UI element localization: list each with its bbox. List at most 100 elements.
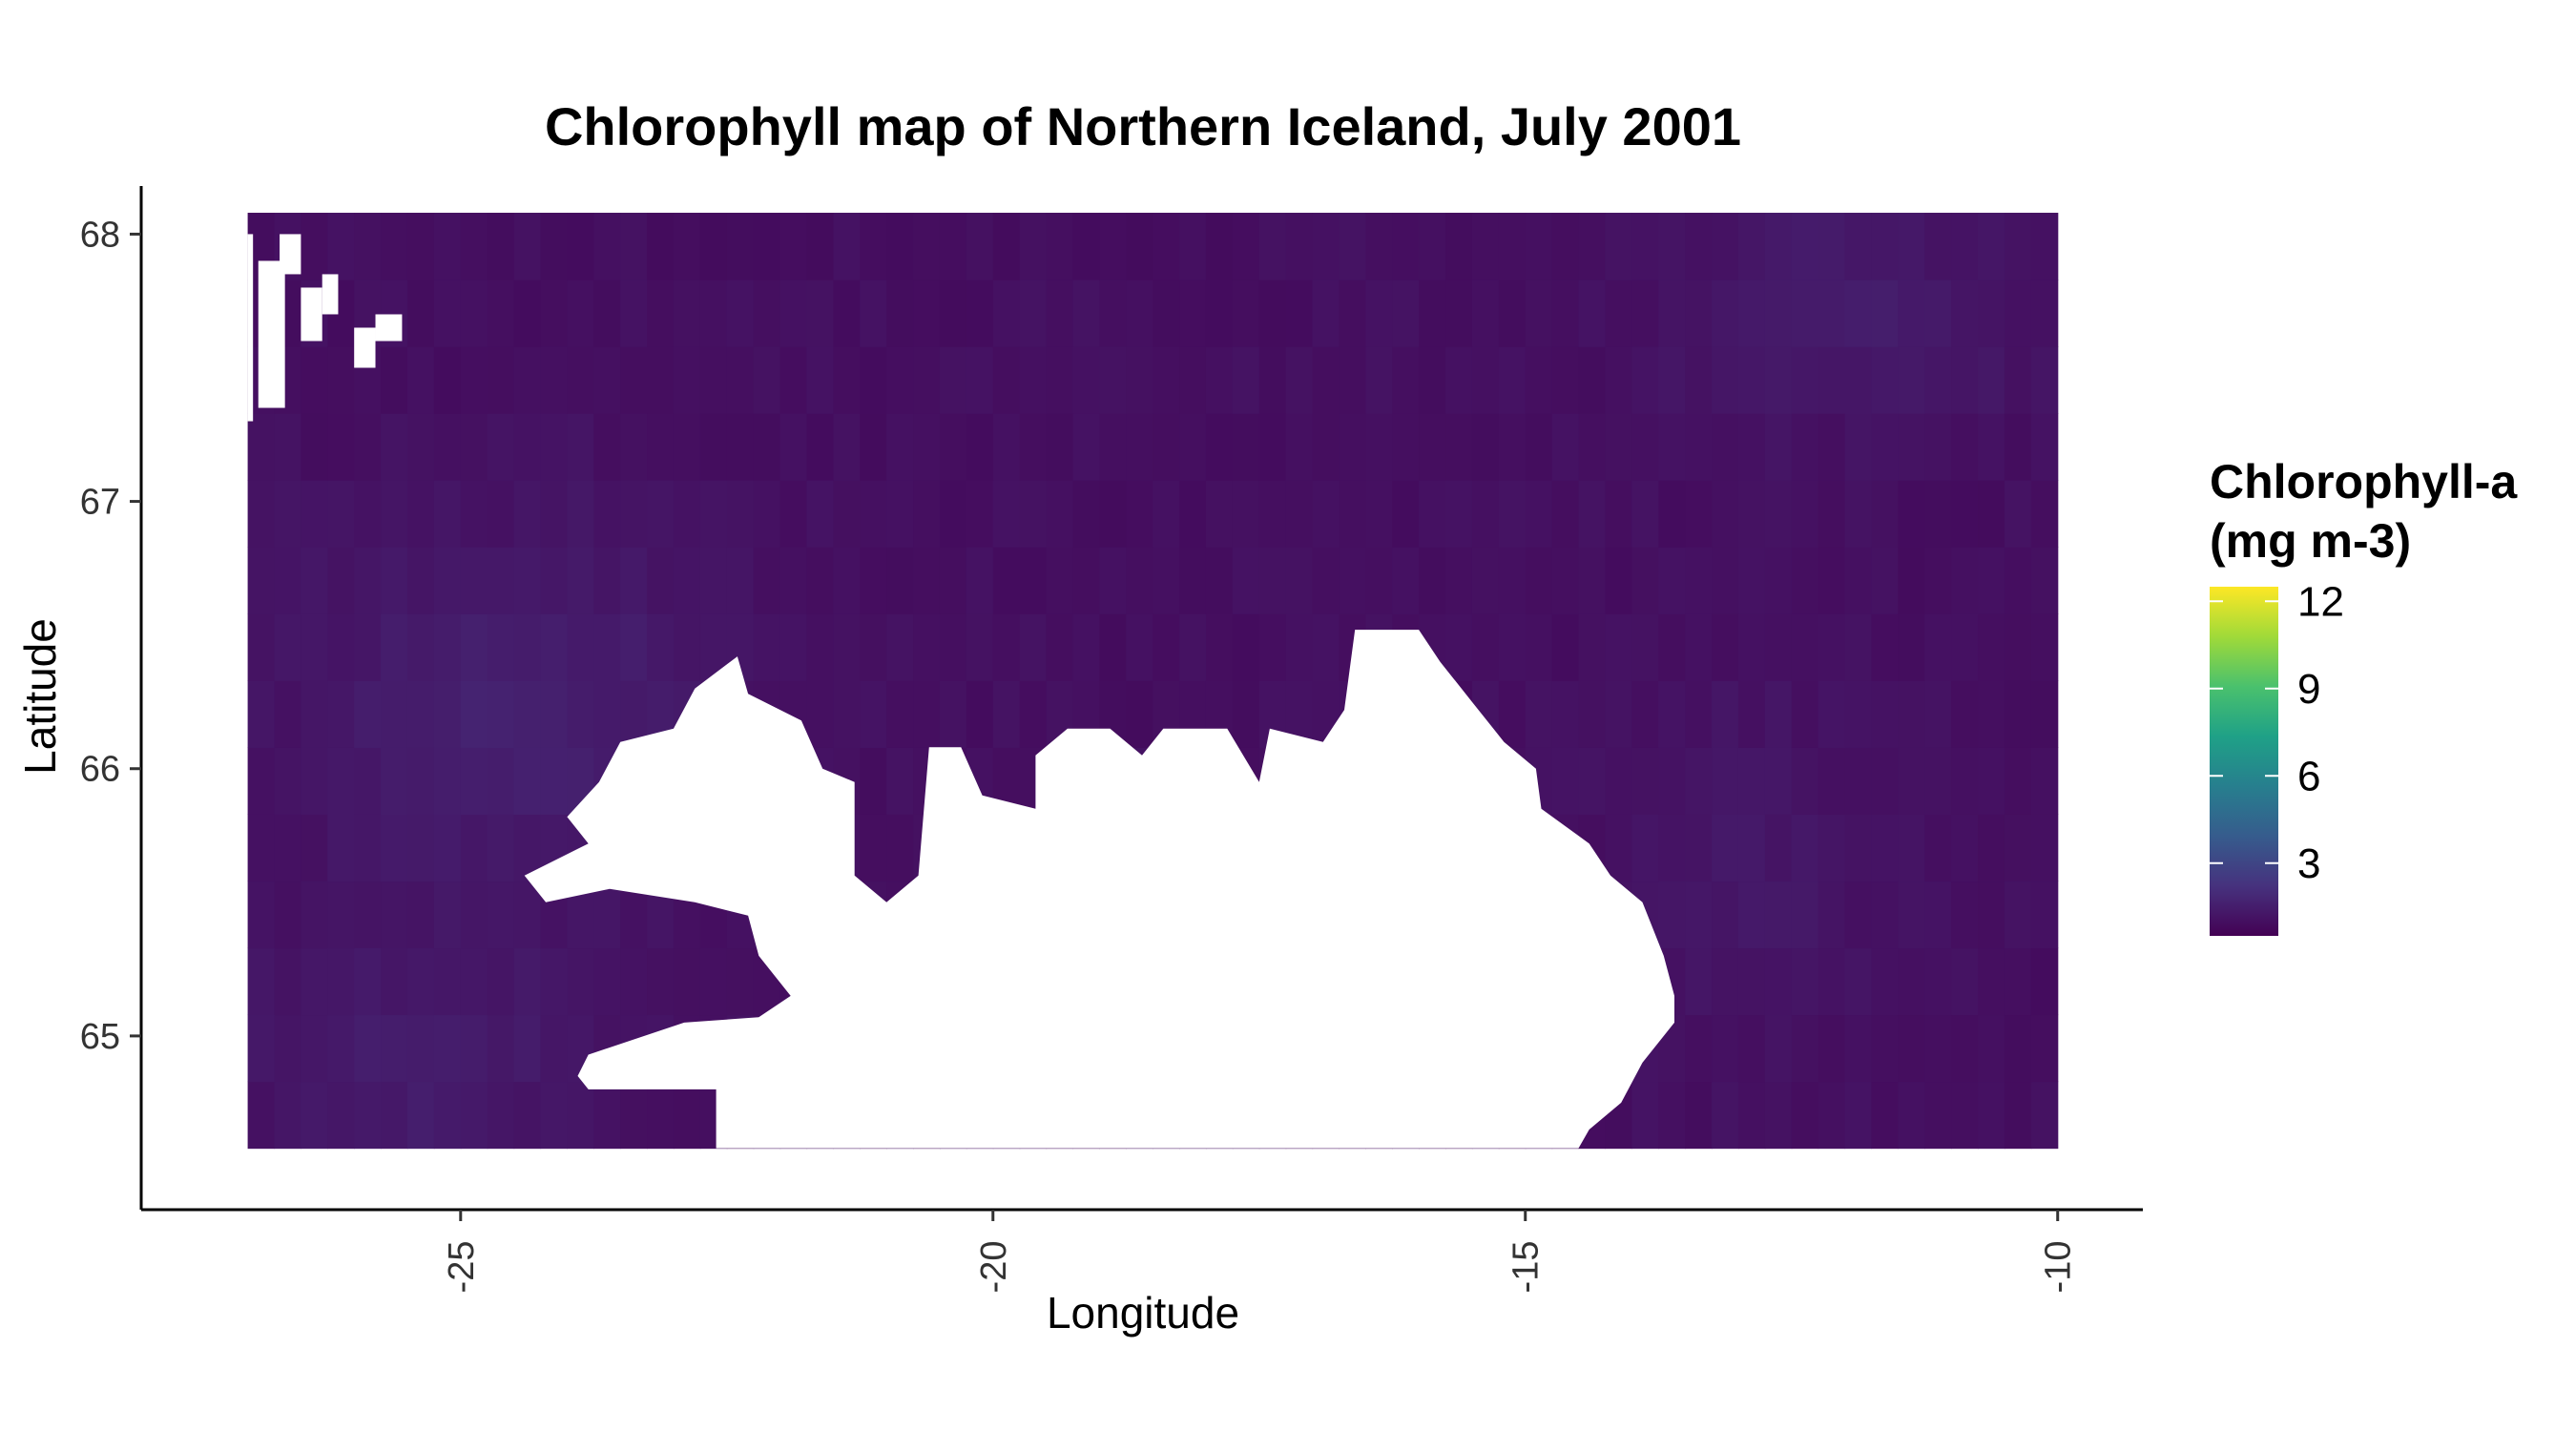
heatmap-cell: [513, 480, 542, 548]
heatmap-cell: [1312, 547, 1340, 614]
heatmap-cell: [1924, 947, 1952, 1016]
heatmap-cell: [1285, 346, 1314, 414]
heatmap-cell: [1871, 947, 1899, 1016]
heatmap-cell: [1978, 547, 2005, 614]
heatmap-cell: [1764, 613, 1793, 681]
heatmap-cell: [1153, 346, 1180, 414]
heatmap-cell: [1685, 613, 1713, 681]
heatmap-cell: [1898, 547, 1925, 614]
heatmap-cell: [2030, 1081, 2059, 1150]
heatmap-cell: [406, 881, 435, 949]
heatmap-cell: [406, 413, 435, 481]
heatmap-cell: [1099, 346, 1127, 414]
heatmap-cell: [1712, 346, 1739, 414]
heatmap-cell: [1578, 547, 1607, 614]
heatmap-cell: [1551, 213, 1580, 280]
heatmap-cell: [1764, 680, 1793, 748]
heatmap-cell: [1445, 213, 1473, 280]
heatmap-cell: [1365, 213, 1393, 280]
heatmap-cell: [1871, 213, 1899, 280]
heatmap-cell: [1019, 547, 1048, 614]
heatmap-cell: [1871, 346, 1899, 414]
heatmap-cell: [1285, 613, 1314, 681]
heatmap-cell: [620, 213, 648, 280]
heatmap-cell: [1685, 480, 1713, 548]
heatmap-cell: [1898, 413, 1925, 481]
heatmap-cell: [540, 213, 568, 280]
heatmap-cell: [1419, 413, 1446, 481]
heatmap-cell: [1578, 213, 1607, 280]
heatmap-cell: [354, 680, 382, 748]
heatmap-cell: [301, 613, 328, 681]
heatmap-cell: [1019, 413, 1048, 481]
heatmap-cell: [1951, 280, 1979, 347]
heatmap-cell: [913, 413, 941, 481]
heatmap-cell: [1658, 1081, 1686, 1150]
heatmap-cell: [699, 346, 728, 414]
heatmap-cell: [620, 613, 648, 681]
heatmap-cell: [806, 547, 834, 614]
heatmap-cell: [487, 1014, 515, 1083]
heatmap-cell: [1951, 881, 1979, 949]
heatmap-cell: [673, 1081, 701, 1150]
heatmap-cell: [274, 814, 301, 882]
heatmap-cell: [1712, 881, 1739, 949]
heatmap-cell: [1445, 346, 1473, 414]
heatmap-cell: [1685, 947, 1713, 1016]
x-tick-label: -15: [1506, 1241, 1547, 1294]
heatmap-cell: [886, 747, 914, 815]
heatmap-cell: [460, 613, 488, 681]
heatmap-cell: [939, 280, 967, 347]
heatmap-cell: [274, 1014, 301, 1083]
heatmap-cell: [726, 947, 755, 1016]
heatmap-cell: [1072, 213, 1100, 280]
heatmap-cell: [647, 480, 675, 548]
heatmap-cell: [247, 1014, 276, 1083]
heatmap-cell: [647, 213, 675, 280]
heatmap-cell: [1658, 213, 1686, 280]
heatmap-cell: [806, 613, 834, 681]
heatmap-cell: [1658, 814, 1686, 882]
heatmap-cell: [540, 547, 568, 614]
heatmap-cell: [1258, 213, 1287, 280]
heatmap-cell: [966, 680, 994, 748]
heatmap-cell: [2030, 280, 2059, 347]
missing-data-cell: [301, 287, 322, 342]
heatmap-cell: [1898, 1014, 1925, 1083]
heatmap-cell: [1978, 413, 2005, 481]
heatmap-cell: [460, 413, 488, 481]
heatmap-cell: [1498, 480, 1527, 548]
heatmap-cell: [1898, 680, 1925, 748]
heatmap-cell: [301, 747, 328, 815]
heatmap-cell: [406, 1014, 435, 1083]
heatmap-cell: [1791, 480, 1819, 548]
heatmap-cell: [1737, 613, 1766, 681]
heatmap-cell: [354, 947, 382, 1016]
heatmap-cell: [1844, 346, 1873, 414]
heatmap-cell: [1578, 613, 1607, 681]
heatmap-cell: [1764, 947, 1793, 1016]
heatmap-cell: [1764, 346, 1793, 414]
heatmap-cell: [1791, 1014, 1819, 1083]
heatmap-cell: [540, 1081, 568, 1150]
heatmap-cell: [327, 346, 355, 414]
heatmap-cell: [1871, 680, 1899, 748]
heatmap-cell: [966, 547, 994, 614]
heatmap-cell: [1737, 881, 1766, 949]
heatmap-cell: [460, 814, 488, 882]
heatmap-cell: [1951, 480, 1979, 548]
heatmap-cell: [1258, 280, 1287, 347]
heatmap-cell: [1525, 680, 1553, 748]
heatmap-cell: [779, 413, 808, 481]
heatmap-cell: [381, 547, 408, 614]
heatmap-cell: [247, 413, 276, 481]
heatmap-cell: [673, 413, 701, 481]
heatmap-cell: [327, 947, 355, 1016]
heatmap-cell: [1392, 280, 1420, 347]
heatmap-cell: [2030, 413, 2059, 481]
heatmap-cell: [1818, 1014, 1846, 1083]
heatmap-cell: [1126, 613, 1153, 681]
heatmap-cell: [1153, 547, 1180, 614]
heatmap-cell: [567, 280, 594, 347]
heatmap-cell: [1072, 413, 1100, 481]
